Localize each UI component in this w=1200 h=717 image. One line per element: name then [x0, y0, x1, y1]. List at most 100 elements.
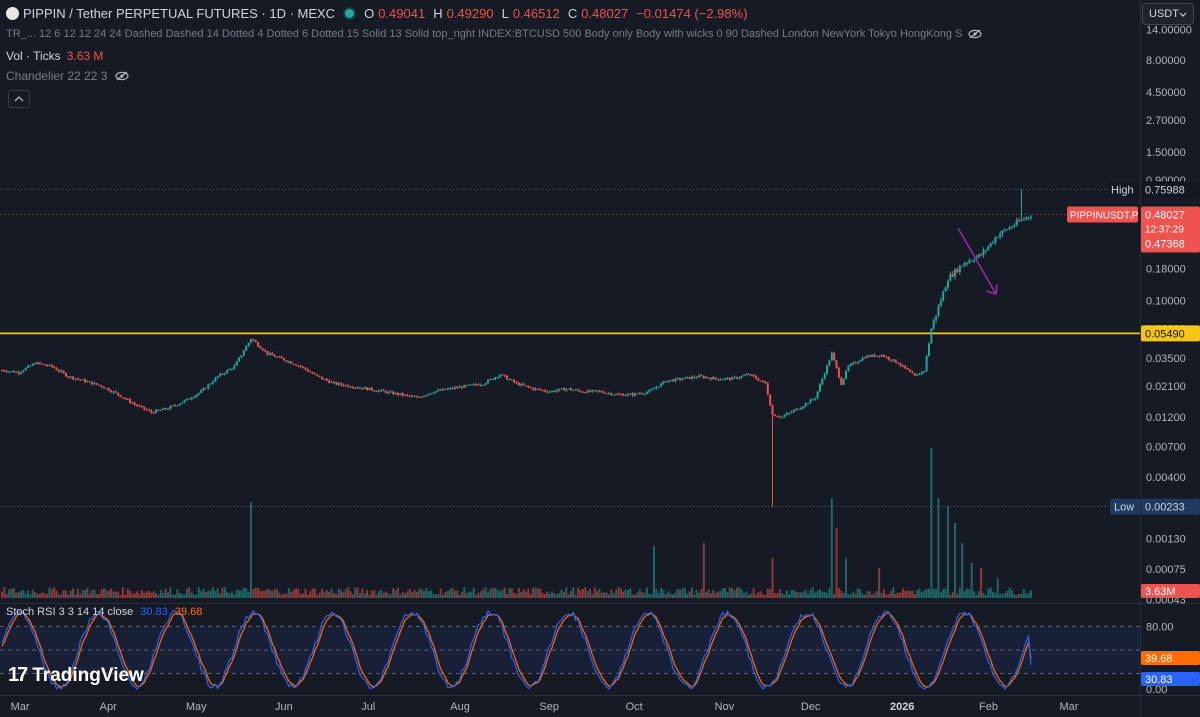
candle[interactable] [577, 389, 580, 391]
candle[interactable] [162, 408, 165, 410]
candle[interactable] [254, 340, 257, 343]
candle[interactable] [434, 391, 437, 393]
candle[interactable] [114, 391, 117, 393]
candle[interactable] [491, 378, 494, 380]
candle[interactable] [344, 385, 347, 387]
stoch-rsi-legend[interactable]: Stoch RSI 3 3 14 14 close 30.83 39.68 [6, 606, 202, 618]
candle[interactable] [95, 383, 98, 385]
candle[interactable] [86, 381, 89, 383]
candle[interactable] [849, 363, 852, 366]
trend-arrow[interactable] [957, 227, 997, 295]
candle[interactable] [385, 391, 388, 394]
candle[interactable] [909, 369, 912, 372]
candle[interactable] [273, 355, 276, 357]
candle[interactable] [916, 374, 919, 376]
candle[interactable] [799, 408, 802, 410]
candle[interactable] [190, 397, 193, 400]
candle[interactable] [8, 371, 11, 373]
candle[interactable] [496, 377, 499, 379]
candle[interactable] [174, 405, 177, 407]
candle[interactable] [690, 376, 693, 379]
candle[interactable] [143, 406, 146, 410]
candle[interactable] [463, 385, 466, 388]
candle[interactable] [716, 378, 719, 380]
candle[interactable] [859, 360, 862, 362]
candle[interactable] [783, 415, 786, 417]
candle[interactable] [249, 339, 252, 343]
candle[interactable] [631, 393, 634, 396]
candle[interactable] [76, 378, 79, 380]
candle[interactable] [584, 392, 587, 394]
candle[interactable] [458, 386, 461, 388]
candle[interactable] [406, 394, 409, 396]
candle[interactable] [318, 375, 321, 377]
candle[interactable] [228, 369, 231, 371]
candle[interactable] [112, 391, 115, 393]
candle[interactable] [238, 357, 241, 362]
candle[interactable] [72, 376, 75, 380]
candle[interactable] [418, 396, 421, 398]
candle[interactable] [719, 379, 722, 381]
candle[interactable] [1006, 229, 1009, 231]
candle[interactable] [216, 376, 219, 378]
candle[interactable] [634, 393, 637, 396]
candle[interactable] [102, 386, 105, 389]
candle[interactable] [501, 374, 504, 376]
candle[interactable] [197, 392, 200, 395]
candle[interactable] [235, 361, 238, 366]
candle[interactable] [245, 346, 248, 351]
candle[interactable] [925, 355, 928, 371]
candle[interactable] [543, 390, 546, 392]
candle[interactable] [901, 365, 904, 367]
candle[interactable] [1018, 220, 1021, 222]
candle[interactable] [259, 346, 262, 349]
candle[interactable] [698, 375, 701, 378]
candle[interactable] [325, 378, 328, 381]
candle[interactable] [807, 403, 810, 405]
candle[interactable] [871, 354, 874, 357]
candle[interactable] [487, 379, 490, 384]
candle[interactable] [484, 383, 487, 385]
candle[interactable] [351, 387, 354, 389]
candle[interactable] [615, 394, 618, 396]
candle[interactable] [340, 383, 343, 385]
candle[interactable] [347, 385, 350, 387]
candle[interactable] [15, 371, 18, 373]
candle[interactable] [842, 378, 845, 385]
candle[interactable] [121, 397, 124, 399]
candle[interactable] [482, 384, 485, 386]
candle[interactable] [987, 246, 990, 250]
candle[interactable] [188, 398, 191, 400]
candle[interactable] [944, 287, 947, 292]
candle[interactable] [790, 412, 793, 414]
candle[interactable] [451, 387, 454, 389]
candle[interactable] [193, 396, 196, 398]
candle[interactable] [157, 409, 160, 411]
candle[interactable] [721, 379, 724, 381]
candle[interactable] [363, 387, 366, 389]
candle[interactable] [472, 384, 475, 386]
candle[interactable] [515, 382, 518, 384]
candle[interactable] [36, 362, 39, 365]
candle[interactable] [702, 376, 705, 379]
candle[interactable] [171, 405, 174, 407]
candle[interactable] [1008, 227, 1011, 230]
candle[interactable] [562, 388, 565, 391]
candle[interactable] [664, 381, 667, 383]
candle[interactable] [356, 387, 359, 389]
candle[interactable] [679, 378, 682, 380]
candle[interactable] [899, 363, 902, 366]
candle[interactable] [757, 378, 760, 381]
candle[interactable] [366, 387, 369, 391]
candle[interactable] [629, 393, 632, 395]
candle[interactable] [117, 392, 120, 395]
candle[interactable] [804, 403, 807, 407]
candle[interactable] [479, 384, 482, 386]
candle[interactable] [505, 375, 508, 380]
candle[interactable] [468, 384, 471, 386]
candle[interactable] [636, 393, 639, 395]
candle[interactable] [136, 404, 139, 406]
candle[interactable] [110, 390, 113, 393]
candle[interactable] [129, 399, 132, 403]
